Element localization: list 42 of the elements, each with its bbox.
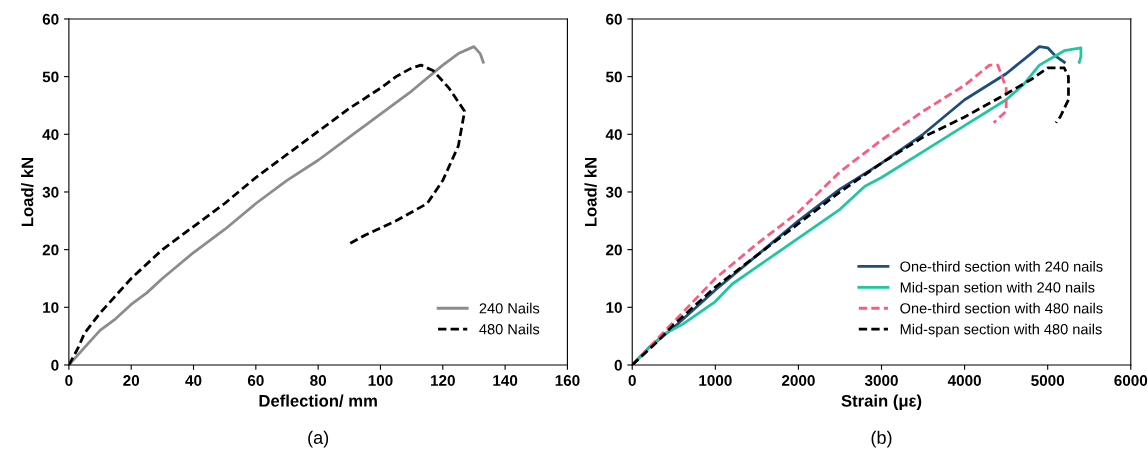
legend-label: One-third section with 240 nails	[900, 261, 1103, 272]
y-tick-label: 20	[42, 244, 59, 256]
legend-label: Mid-span section with 480 nails	[900, 323, 1102, 338]
x-tick-label: 20	[123, 375, 140, 386]
y-tick-label: 30	[42, 186, 59, 198]
x-tick-label: 1000	[699, 375, 732, 386]
x-tick-label: 60	[247, 375, 264, 386]
y-tick-label: 40	[605, 129, 622, 140]
y-tick-label: 60	[42, 13, 59, 25]
y-tick-label: 10	[606, 302, 622, 313]
x-tick-label: 3000	[864, 375, 898, 386]
legend-label: One-third section with 480 nails	[900, 302, 1103, 314]
y-tick-label: 50	[42, 71, 59, 83]
x-tick-label: 40	[185, 375, 202, 386]
y-tick-label: 10	[43, 302, 59, 313]
x-tick-label: 5000	[1031, 375, 1065, 386]
x-tick-label: 0	[65, 375, 73, 386]
x-axis-title: Deflection/ mm	[259, 394, 377, 407]
y-tick-label: 60	[606, 13, 622, 25]
x-tick-label: 140	[493, 375, 518, 386]
x-tick-label: 80	[310, 375, 327, 386]
x-tick-label: 120	[431, 375, 455, 386]
y-tick-label: 50	[605, 71, 622, 83]
y-tick-label: 20	[606, 244, 622, 256]
legend-label: 480 Nails	[479, 323, 540, 335]
y-tick-label: 30	[605, 186, 622, 198]
x-tick-label: 6000	[1114, 375, 1148, 386]
y-tick-label: 40	[42, 129, 59, 140]
y-axis-title: Load/ kN	[584, 157, 597, 227]
text: (a)	[308, 430, 329, 448]
x-tick-label: 2000	[781, 375, 815, 386]
x-tick-label: 160	[555, 375, 580, 386]
x-axis-title: Strain (με)	[841, 394, 922, 411]
x-tick-label: 4000	[947, 375, 981, 386]
legend-label: Mid-span setion with 240 nails	[900, 281, 1095, 296]
legend-label: 240 Nails	[479, 302, 540, 314]
text: (b)	[871, 430, 892, 448]
x-tick-label: 100	[368, 375, 393, 386]
y-axis-title: Load/ kN	[21, 157, 34, 227]
x-tick-label: 0	[628, 375, 636, 386]
y-tick-label: 0	[614, 359, 622, 371]
y-tick-label: 0	[51, 359, 59, 371]
